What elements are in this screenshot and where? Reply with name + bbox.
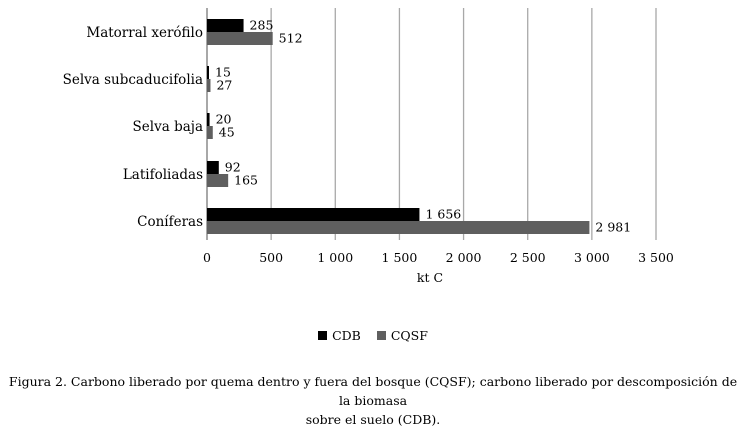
category-label: Coníferas <box>137 214 203 230</box>
legend: CDB CQSF <box>0 328 746 343</box>
bar-cdb <box>207 66 209 79</box>
legend-item-cqsf: CQSF <box>376 328 428 343</box>
data-label: 27 <box>216 78 232 93</box>
data-label: 45 <box>219 125 235 140</box>
bars <box>207 19 590 234</box>
data-label: 165 <box>234 173 258 188</box>
data-labels: 285 15 20 92 1 656 512 27 45 165 2 981 <box>215 18 631 235</box>
caption-line-1: Figura 2. Carbono liberado por quema den… <box>8 374 738 408</box>
legend-item-cdb: CDB <box>318 328 361 343</box>
bar-cdb <box>207 19 244 32</box>
x-tick-label: 500 <box>259 250 283 265</box>
category-label: Matorral xerófilo <box>86 25 203 41</box>
x-tick-label: 1 000 <box>317 250 353 265</box>
bar-cqsf <box>207 79 211 92</box>
x-tick-label: 2 000 <box>446 250 482 265</box>
bar-cqsf <box>207 174 229 187</box>
legend-label-cqsf: CQSF <box>390 328 428 343</box>
data-label: 92 <box>225 160 241 175</box>
data-label: 2 981 <box>595 220 631 235</box>
bar-cqsf <box>207 32 273 45</box>
gridlines <box>206 8 657 240</box>
data-label: 20 <box>216 112 232 127</box>
bar-cdb <box>207 161 219 174</box>
bar-cqsf <box>207 126 213 139</box>
x-tick-label: 0 <box>203 250 211 265</box>
x-tick-label: 2 500 <box>510 250 546 265</box>
data-label: 15 <box>215 65 231 80</box>
x-tick-label: 1 500 <box>382 250 418 265</box>
figure-caption: Figura 2. Carbono liberado por quema den… <box>8 372 738 429</box>
bar-cdb <box>207 208 420 221</box>
legend-swatch-cdb <box>318 331 328 340</box>
caption-line-2: sobre el suelo (CDB). <box>305 412 441 427</box>
data-label: 512 <box>279 31 303 46</box>
x-tick-labels: 0 500 1 000 1 500 2 000 2 500 3 000 3 500 <box>203 250 674 265</box>
x-axis-title: kt C <box>417 270 443 285</box>
category-label: Selva baja <box>133 119 203 135</box>
bar-cdb <box>207 113 210 126</box>
x-tick-label: 3 000 <box>574 250 610 265</box>
category-labels: Matorral xerófilo Selva subcaducifolia Sel… <box>63 25 203 230</box>
bar-chart: Matorral xerófilo Selva subcaducifolia Sel… <box>63 8 674 285</box>
x-tick-label: 3 500 <box>638 250 674 265</box>
legend-swatch-cqsf <box>376 331 386 340</box>
category-label: Latifoliadas <box>123 167 203 183</box>
data-label: 1 656 <box>425 207 461 222</box>
category-label: Selva subcaducifolia <box>63 72 203 88</box>
data-label: 285 <box>250 18 274 33</box>
bar-cqsf <box>207 221 590 234</box>
legend-label-cdb: CDB <box>332 328 361 343</box>
